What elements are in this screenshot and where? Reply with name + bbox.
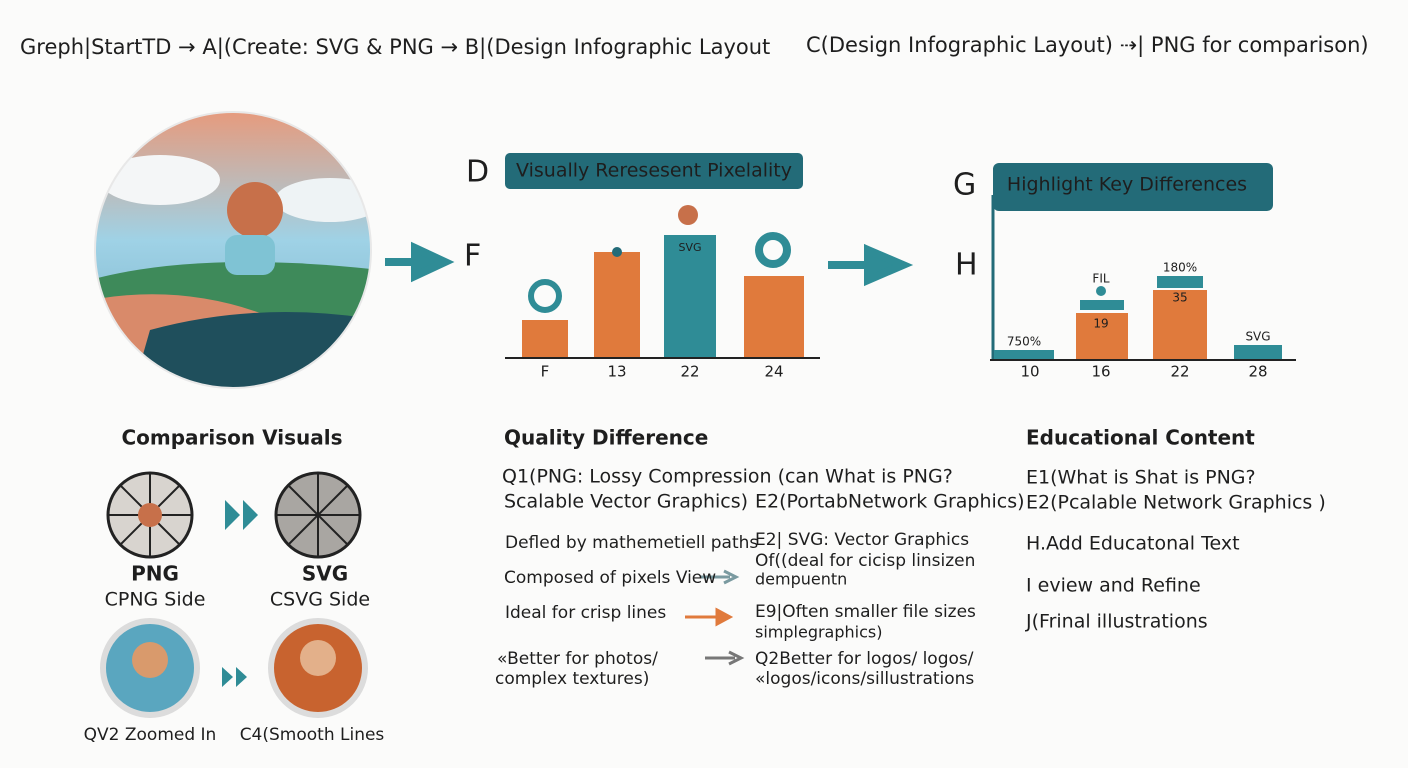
illustration-frame <box>94 111 372 389</box>
label: D <box>466 155 489 190</box>
face <box>132 642 168 678</box>
chevrons <box>222 667 247 687</box>
education-item: H.Add Educatonal Text <box>1026 533 1240 555</box>
quality-right: E2| SVG: Vector Graphics <box>755 530 969 550</box>
quality-right: Q2Better for logos/ logos/ <box>755 649 974 669</box>
banner <box>993 163 1273 211</box>
bar-label: 180% <box>1163 261 1197 275</box>
quality-left: «Better for photos/ <box>497 649 658 669</box>
banner-text: Visually Reresesent Pixelality <box>516 160 792 182</box>
ring <box>528 279 562 313</box>
face <box>300 640 336 676</box>
arrow <box>705 650 745 666</box>
arrow <box>685 607 734 627</box>
bar <box>594 252 640 358</box>
caption: PNG <box>131 562 179 586</box>
bar <box>1076 313 1128 360</box>
x-label: 24 <box>764 363 783 381</box>
section-title: Comparison Visuals <box>121 426 342 450</box>
cloud <box>100 155 220 205</box>
png-center <box>138 503 162 527</box>
bar-label: SVG <box>1245 330 1270 344</box>
quality-right: E9|Often smaller file sizes <box>755 602 976 622</box>
character-head <box>227 182 283 238</box>
figure <box>678 205 698 225</box>
caption: SVG <box>302 562 348 586</box>
x-label: 22 <box>1170 363 1189 381</box>
illustration <box>95 112 371 388</box>
quality-left: Defled by mathemetiell paths <box>505 533 758 553</box>
quality-right: Of((deal for cicisp linsizen <box>755 551 975 571</box>
bar-label: 750% <box>1007 335 1041 349</box>
quality-left: Scalable Vector Graphics) <box>504 491 748 513</box>
arrow <box>828 243 914 287</box>
bar <box>664 235 716 358</box>
label: F <box>464 239 481 274</box>
bar-cap <box>1080 300 1124 310</box>
header-flow: Greph|StartTD → A|(Create: SVG & PNG → B… <box>20 35 770 60</box>
svg-segments <box>276 473 360 557</box>
chevrons <box>225 500 258 530</box>
x-label: 16 <box>1091 363 1110 381</box>
quality-right: simplegraphics) <box>755 623 882 642</box>
bar <box>744 276 804 358</box>
bar <box>522 320 568 358</box>
bar-cap <box>1157 276 1203 288</box>
bar-label: 19 <box>1093 317 1108 331</box>
banner <box>505 153 803 189</box>
label: H <box>955 248 978 283</box>
character-body <box>225 235 275 275</box>
dot <box>612 247 622 257</box>
x-label: 28 <box>1248 363 1267 381</box>
label: G <box>953 168 976 203</box>
banner-text: Highlight Key Differences <box>1007 174 1247 196</box>
x-label: F <box>541 363 550 381</box>
quality-right: «logos/icons/sillustrations <box>755 669 974 689</box>
arrow <box>385 241 455 283</box>
caption: CPNG Side <box>105 589 206 611</box>
caption: QV2 Zoomed In <box>84 725 217 745</box>
x-label: 22 <box>680 363 699 381</box>
caption: C4(Smooth Lines <box>240 725 385 745</box>
education-item: I eview and Refine <box>1026 575 1201 597</box>
quality-right: dempuentn <box>755 570 847 589</box>
bar <box>1153 290 1207 360</box>
dot <box>1096 286 1106 296</box>
bar <box>994 350 1054 360</box>
x-label: 13 <box>607 363 626 381</box>
bar-label: FIL <box>1092 272 1109 286</box>
education-item: J(Frinal illustrations <box>1025 611 1208 633</box>
bar <box>1234 345 1282 360</box>
quality-left: Q1(PNG: Lossy Compression (can What is P… <box>502 466 953 488</box>
quality-left: Composed of pixels View <box>504 568 716 588</box>
education-item: E2(Pcalable Network Graphics ) <box>1026 492 1326 514</box>
header-flow: C(Design Infographic Layout) ⇢| PNG for … <box>806 33 1369 58</box>
quality-left: complex textures) <box>495 669 649 689</box>
caption: CSVG Side <box>270 589 370 611</box>
arrow <box>700 569 740 585</box>
section-title: Quality Difference <box>504 426 708 450</box>
ring <box>755 232 791 268</box>
bar-label: 35 <box>1172 291 1187 305</box>
section-title: Educational Content <box>1026 426 1255 450</box>
quality-left: Ideal for crisp lines <box>505 603 666 623</box>
quality-right: E2(PortabNetwork Graphics) <box>755 491 1025 513</box>
education-item: E1(What is Shat is PNG? <box>1026 467 1256 489</box>
x-label: 10 <box>1020 363 1039 381</box>
bar-label: SVG <box>678 241 701 254</box>
